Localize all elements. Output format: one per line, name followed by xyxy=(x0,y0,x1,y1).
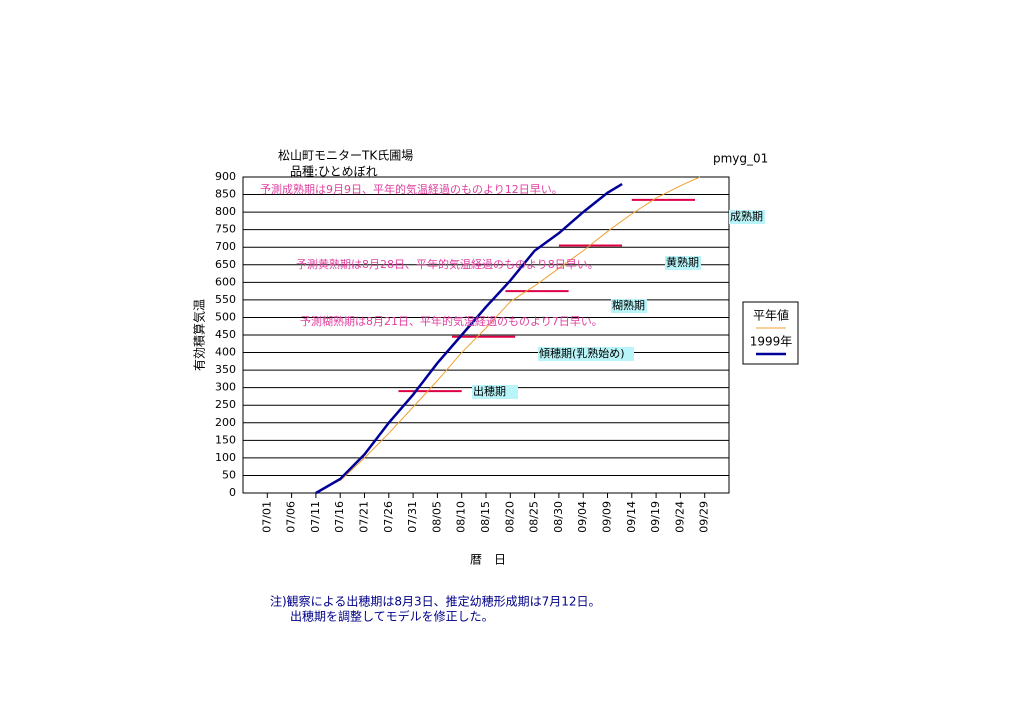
y-tick-label: 500 xyxy=(215,310,236,323)
stage-label-bg xyxy=(665,256,701,270)
y-tick-label: 850 xyxy=(215,188,236,201)
y-tick-label: 200 xyxy=(215,416,236,429)
note: 出穂期を調整してモデルを修正した。 xyxy=(290,609,494,624)
chart-subtitle: 品種:ひとめぼれ xyxy=(290,165,378,179)
x-tick-label: 09/14 xyxy=(625,501,638,533)
stage-label-bg xyxy=(611,299,647,313)
x-tick-label: 08/10 xyxy=(455,501,468,533)
x-tick-label: 07/26 xyxy=(382,501,395,533)
y-tick-label: 250 xyxy=(215,398,236,411)
y-tick-label: 300 xyxy=(215,381,236,394)
x-axis-label: 暦 日 xyxy=(470,553,506,567)
series-line xyxy=(339,176,701,482)
stage-label-bg xyxy=(538,347,634,361)
y-tick-label: 550 xyxy=(215,293,236,306)
y-tick-label: 750 xyxy=(215,223,236,236)
y-tick-label: 900 xyxy=(215,170,236,183)
legend-label: 1999年 xyxy=(750,335,793,349)
stage-label: 成熟期 xyxy=(730,209,763,223)
chart-code: pmyg_01 xyxy=(713,152,768,166)
x-tick-label: 08/20 xyxy=(503,501,516,533)
x-tick-label: 08/15 xyxy=(479,501,492,533)
x-tick-label: 09/19 xyxy=(649,501,662,533)
y-tick-label: 350 xyxy=(215,363,236,376)
x-tick-label: 08/25 xyxy=(528,501,541,533)
y-tick-label: 650 xyxy=(215,258,236,271)
stage-label: 黄熟期 xyxy=(666,255,699,269)
annotation: 予測成熟期は9月9日、平年的気温経過のものより12日早い。 xyxy=(260,182,563,196)
x-tick-label: 07/11 xyxy=(309,501,322,533)
x-tick-label: 07/16 xyxy=(333,501,346,533)
y-tick-label: 800 xyxy=(215,205,236,218)
y-tick-label: 400 xyxy=(215,346,236,359)
x-tick-label: 07/31 xyxy=(406,501,419,533)
stage-label-bg xyxy=(472,385,518,399)
x-tick-label: 09/04 xyxy=(576,501,589,533)
chart-title: 松山町モニターTK氏圃場 xyxy=(278,149,413,163)
stage-label: 傾穂期(乳熟始め) xyxy=(539,346,625,360)
y-tick-label: 600 xyxy=(215,275,236,288)
x-tick-label: 09/29 xyxy=(698,501,711,533)
annotation: 予測黄熟期は8月28日、平年的気温経過のものより8日早い。 xyxy=(296,257,599,271)
annotation: 予測糊熟期は8月21日、平年的気温経過のものより7日早い。 xyxy=(300,314,603,328)
y-tick-label: 0 xyxy=(229,486,236,499)
x-tick-label: 09/09 xyxy=(601,501,614,533)
y-axis-label: 有効積算気温 xyxy=(192,299,207,371)
y-tick-label: 50 xyxy=(222,468,236,481)
note: 注)観察による出穂期は8月3日、推定幼穂形成期は7月12日。 xyxy=(270,594,601,609)
x-tick-label: 07/01 xyxy=(260,501,273,533)
x-tick-label: 08/30 xyxy=(552,501,565,533)
legend-label: 平年値 xyxy=(753,308,789,323)
stage-label: 糊熟期 xyxy=(612,298,645,312)
y-tick-label: 100 xyxy=(215,451,236,464)
y-tick-label: 450 xyxy=(215,328,236,341)
stage-label-bg xyxy=(729,210,765,224)
x-tick-label: 08/05 xyxy=(430,501,443,533)
y-tick-label: 150 xyxy=(215,433,236,446)
x-tick-label: 07/21 xyxy=(358,501,371,533)
x-tick-label: 09/24 xyxy=(673,501,686,533)
stage-label: 出穂期 xyxy=(473,384,506,398)
x-tick-label: 07/06 xyxy=(285,501,298,533)
series-line xyxy=(315,182,623,495)
y-tick-label: 700 xyxy=(215,240,236,253)
